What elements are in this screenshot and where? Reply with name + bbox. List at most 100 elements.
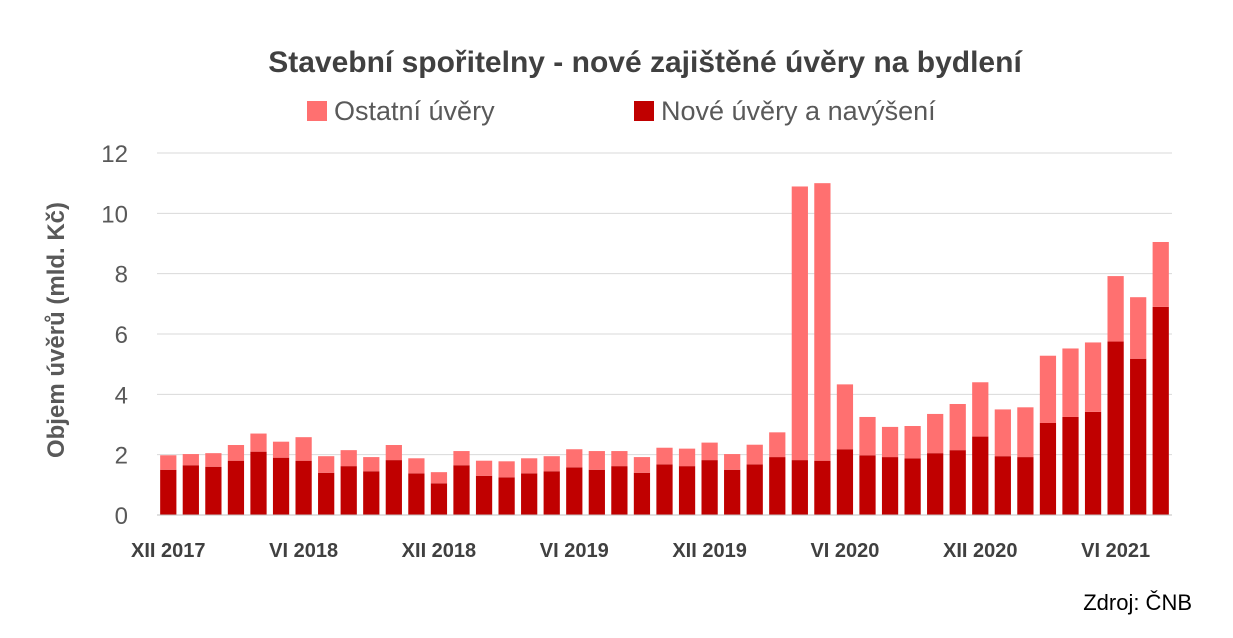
x-tick-label: VI 2020 [810,540,879,562]
bar-segment-nove [949,450,966,515]
bar-segment-nove [881,457,899,515]
bar-segment-nove [318,472,335,515]
bar-segment-ostatni [182,454,199,466]
bar-segment-nove [453,465,470,515]
bar-segment-nove [994,456,1011,515]
bar-segment-ostatni [972,382,989,437]
y-axis-label: Objem úvěrů (mld. Kč) [43,202,70,458]
bar-segment-ostatni [543,456,560,472]
bar-segment-ostatni [611,451,628,467]
bar-segment-nove [340,466,357,515]
bar-segment-nove [1039,422,1057,515]
bar-segment-nove [791,460,808,515]
x-tick-label: XII 2017 [131,540,206,562]
bar-segment-ostatni [1152,241,1169,307]
bar-segment-ostatni [205,453,222,467]
bar-segment-nove [250,451,267,515]
source-note: Zdroj: ČNB [1083,590,1192,615]
bar-segment-nove [227,460,245,515]
bar-segment-ostatni [295,437,312,461]
bar-segment-nove [521,473,538,515]
y-tick-label: 6 [115,322,128,349]
bars [160,183,1169,515]
bar-segment-ostatni [588,451,605,470]
legend-swatch-ostatni [307,101,327,121]
bar-segment-nove [566,467,583,515]
bar-segment-nove [160,469,177,515]
bar-segment-ostatni [656,447,673,465]
bar-segment-ostatni [769,432,786,458]
y-tick-label: 10 [101,201,128,228]
bar-segment-ostatni [160,455,177,470]
bar-segment-ostatni [1084,342,1102,412]
legend-swatch-nove [634,101,654,121]
y-tick-label: 4 [115,382,128,409]
bar-segment-ostatni [250,433,267,452]
bar-segment-ostatni [363,457,380,472]
x-tick-label: XII 2019 [672,540,747,562]
bar-segment-ostatni [453,451,470,466]
y-axis-ticks: 0 2 4 6 8 10 12 [101,141,128,530]
bar-segment-nove [543,471,560,515]
bar-segment-ostatni [724,454,741,470]
bar-segment-nove [972,436,989,515]
bar-segment-ostatni [318,456,335,473]
bar-segment-nove [295,460,312,515]
y-tick-label: 2 [115,443,128,470]
bar-segment-ostatni [814,183,831,461]
legend-label-nove: Nové úvěry a navýšení [661,96,936,126]
legend-label-ostatni: Ostatní úvěry [334,96,495,126]
bar-segment-nove [1062,416,1079,515]
bar-segment-ostatni [633,457,651,473]
bar-segment-ostatni [430,472,448,484]
bar-segment-ostatni [521,458,538,474]
bar-segment-nove [836,449,854,515]
bar-segment-ostatni [1039,355,1057,423]
bar-segment-ostatni [701,442,718,461]
bar-segment-ostatni [340,450,357,467]
bar-segment-ostatni [475,460,493,476]
bar-segment-ostatni [746,444,763,465]
bar-segment-nove [633,472,651,515]
bar-segment-ostatni [859,416,876,456]
bar-segment-nove [1017,457,1034,515]
bar-segment-ostatni [927,413,944,454]
y-tick-label: 0 [115,503,128,530]
bar-segment-ostatni [227,445,245,461]
bar-segment-nove [272,457,290,515]
bar-segment-nove [746,464,763,515]
bar-segment-nove [475,475,493,515]
bar-segment-nove [611,466,628,515]
bar-segment-nove [1107,341,1124,515]
bar-segment-nove [814,460,831,515]
x-tick-label: XII 2018 [402,540,477,562]
bar-segment-ostatni [949,403,966,451]
bar-segment-ostatni [498,461,515,478]
bar-segment-nove [1130,358,1147,515]
bar-segment-nove [904,458,921,515]
x-tick-label: VI 2018 [269,540,338,562]
bar-segment-nove [363,471,380,515]
x-axis-ticks: XII 2017 VI 2018 XII 2018 VI 2019 XII 2019 VI… [131,540,1150,562]
x-tick-label: XII 2020 [943,540,1018,562]
bar-segment-ostatni [678,448,696,467]
bar-segment-ostatni [836,384,854,450]
x-tick-label: VI 2019 [540,540,609,562]
bar-segment-ostatni [566,449,583,468]
y-tick-label: 12 [101,141,128,168]
x-tick-label: VI 2021 [1081,540,1150,562]
bar-segment-nove [498,477,515,515]
bar-segment-nove [724,469,741,515]
bar-segment-ostatni [881,426,899,458]
bar-segment-ostatni [994,409,1011,457]
y-tick-label: 8 [115,262,128,289]
bar-segment-nove [430,483,448,515]
bar-segment-nove [588,469,605,515]
bar-segment-nove [701,460,718,515]
bar-segment-ostatni [1062,348,1079,417]
bar-segment-nove [1152,306,1169,515]
bar-segment-nove [859,455,876,515]
bar-segment-ostatni [1130,297,1147,359]
bar-segment-nove [385,460,402,515]
chart-title: Stavební spořitelny - nové zajištěné úvě… [268,46,1023,79]
